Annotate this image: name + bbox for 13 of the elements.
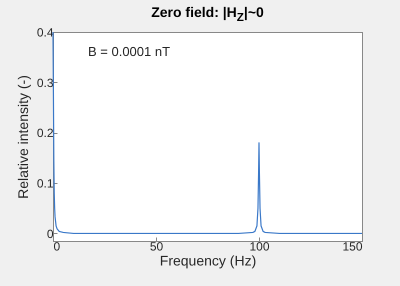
y-tick-label: 0: [46, 226, 54, 241]
y-tick-label: 0.3: [36, 76, 54, 90]
x-axis-title: Frequency (Hz): [160, 252, 256, 268]
y-axis-title: Relative intensity (-): [14, 75, 31, 199]
y-tick-label: 0.1: [36, 176, 54, 191]
y-tick-label: 0.4: [36, 26, 54, 40]
x-tick-label: 150: [342, 240, 363, 254]
x-tick-label: 100: [249, 240, 270, 254]
annotation: B = 0.0001 nT: [88, 44, 170, 59]
chart-title: Zero field: |H$_{Z}$|~0: [150, 4, 265, 24]
y-tick-label: 0.2: [36, 126, 54, 140]
x-tick-label: 50: [150, 240, 164, 254]
line-series: [52, 31, 363, 234]
